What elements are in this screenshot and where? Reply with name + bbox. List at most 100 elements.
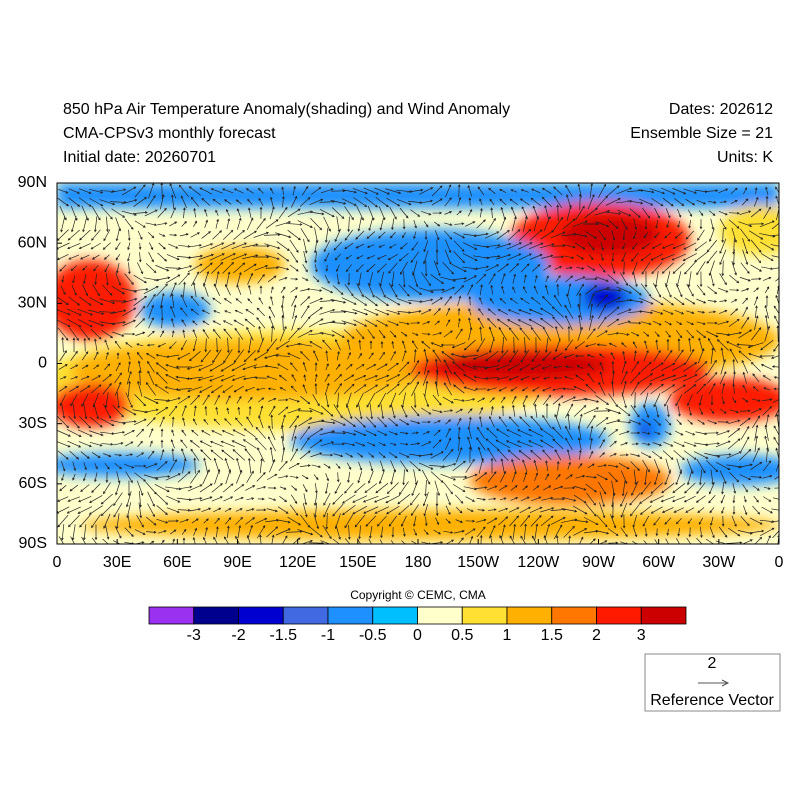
wind-arrow <box>277 506 289 514</box>
wind-arrow <box>764 286 770 294</box>
wind-arrow <box>309 297 323 304</box>
wind-arrow <box>621 342 627 348</box>
wind-arrow <box>543 265 552 271</box>
wind-arrow <box>750 264 763 272</box>
wind-arrow <box>562 496 577 502</box>
wind-arrow <box>309 526 323 538</box>
wind-arrow <box>168 243 179 249</box>
wind-arrow <box>364 295 378 307</box>
wind-arrow <box>258 187 264 194</box>
wind-arrow <box>699 219 703 230</box>
wind-arrow <box>72 473 76 481</box>
wind-arrow <box>90 328 102 340</box>
wind-arrow <box>187 263 203 273</box>
lat-label: 0 <box>38 355 47 372</box>
wind-arrow <box>147 360 155 373</box>
wind-arrow <box>193 527 198 536</box>
wind-arrow <box>642 431 651 435</box>
wind-arrow <box>587 293 595 309</box>
wind-arrow <box>89 188 104 194</box>
wind-arrow <box>376 254 387 260</box>
wind-arrow <box>687 518 693 524</box>
wind-arrow <box>465 458 475 473</box>
wind-arrow <box>115 229 120 242</box>
wind-arrow <box>346 339 351 351</box>
wind-arrow <box>621 392 627 409</box>
wind-arrow <box>719 371 727 385</box>
wind-arrow <box>154 475 171 478</box>
wind-arrow <box>375 384 390 394</box>
wind-arrow <box>336 350 340 361</box>
wind-arrow <box>706 250 718 264</box>
wind-arrow <box>719 273 727 286</box>
wind-arrow <box>688 219 692 229</box>
wind-arrow <box>696 458 706 474</box>
wind-arrow <box>57 514 69 528</box>
wind-arrow <box>91 537 98 544</box>
wind-arrow <box>721 506 725 514</box>
wind-arrow <box>453 384 465 394</box>
wind-arrow <box>677 338 681 352</box>
wind-arrow <box>376 515 387 527</box>
wind-arrow <box>564 339 573 351</box>
wind-arrow <box>364 319 378 327</box>
wind-arrow <box>588 450 594 459</box>
wind-arrow <box>344 229 354 241</box>
wind-arrow <box>770 244 779 247</box>
wind-arrow <box>510 189 518 193</box>
wind-arrow <box>345 363 353 370</box>
colorbar-box <box>327 606 374 625</box>
wind-arrow <box>608 393 618 408</box>
wind-arrow <box>226 271 231 287</box>
wind-arrow <box>732 495 736 504</box>
wind-arrow <box>199 385 213 393</box>
wind-arrow <box>377 430 388 436</box>
wind-arrow <box>312 394 320 407</box>
wind-arrow <box>83 462 87 471</box>
wind-arrow <box>598 540 608 544</box>
wind-arrow <box>78 243 91 250</box>
wind-arrow <box>664 418 672 426</box>
wind-arrow <box>235 199 242 205</box>
wind-arrow <box>589 425 594 440</box>
wind-arrow <box>279 387 286 391</box>
wind-arrow <box>531 376 540 380</box>
wind-arrow <box>452 361 466 373</box>
wind-arrow <box>170 317 175 328</box>
wind-arrow <box>507 319 521 327</box>
wind-arrow <box>565 266 573 270</box>
wind-arrow <box>156 461 168 471</box>
wind-arrow <box>497 349 509 363</box>
wind-arrow <box>165 473 181 481</box>
wind-arrow <box>334 253 341 261</box>
wind-arrow <box>182 457 187 474</box>
wind-arrow <box>171 194 175 209</box>
lon-label: 150W <box>457 554 500 571</box>
wind-arrow <box>104 339 110 351</box>
wind-arrow <box>741 397 749 403</box>
wind-arrow <box>376 319 389 327</box>
wind-arrow <box>386 197 401 207</box>
wind-arrow <box>271 534 275 544</box>
wind-arrow <box>694 361 708 373</box>
wind-arrow <box>605 212 622 215</box>
wind-arrow <box>302 384 308 394</box>
wind-arrow <box>299 450 311 460</box>
wind-arrow <box>368 538 372 544</box>
wind-arrow <box>125 491 132 508</box>
wind-arrow <box>225 469 232 485</box>
wind-arrow <box>72 403 77 420</box>
wind-arrow <box>709 228 715 242</box>
wind-arrow <box>224 310 232 314</box>
wind-arrow <box>552 352 563 360</box>
wind-arrow <box>266 338 278 352</box>
wind-arrow <box>578 449 582 460</box>
wind-arrow <box>773 342 779 352</box>
wind-arrow <box>422 321 431 325</box>
wind-arrow <box>740 262 750 274</box>
wind-arrow <box>94 273 98 285</box>
wind-arrow <box>398 481 409 496</box>
wind-arrow <box>644 219 648 230</box>
wind-arrow <box>685 297 696 305</box>
